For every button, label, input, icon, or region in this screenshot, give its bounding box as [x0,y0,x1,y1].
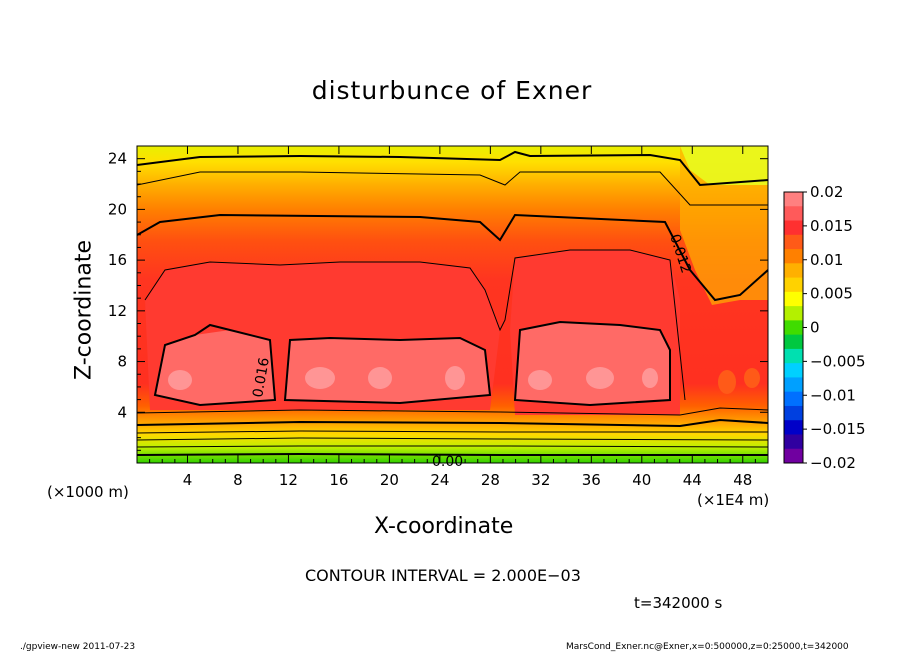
field-core-3 [515,322,670,405]
colorbar-tick-label: −0.01 [810,386,856,404]
colorbar-swatch [784,320,803,336]
colorbar-swatch [784,234,803,250]
colorbar-tick-label: 0 [810,319,820,337]
colorbar-swatch [784,263,803,279]
time-label: t=342000 s [634,594,723,612]
x-tick-label: 20 [380,471,399,489]
colorbar-tick-label: −0.005 [810,352,866,370]
x-unit-right: (×1E4 m) [697,491,770,509]
colorbar: 0.02 0.015 0.01 0.005 0 −0.005 −0.01 −0.015 −0.0… [783,183,866,472]
y-axis-label: Z-coordinate [71,240,97,380]
field-right-top [680,146,768,185]
x-tick-label: 24 [430,471,449,489]
y-tick-label: 12 [108,302,127,320]
colorbar-swatch [784,420,803,435]
colorbar-swatch [784,220,803,236]
x-tick-label: 16 [329,471,348,489]
y-tick-label: 4 [117,403,127,421]
x-tick-label: 48 [733,471,752,489]
colorbar-swatch [784,306,803,321]
colorbar-swatch [784,192,803,207]
x-tick-label: 40 [632,471,651,489]
y-tick-label: 16 [108,251,127,269]
colorbar-tick-label: −0.02 [810,454,856,472]
x-tick-label: 44 [683,471,702,489]
colorbar-tick-label: 0.02 [810,183,843,201]
colorbar-swatch [784,291,803,307]
colorbar-swatch [784,334,803,350]
colorbar-swatch [784,249,803,264]
colorbar-tick-label: 0.015 [810,217,853,235]
x-tick-label: 8 [233,471,243,489]
colorbar-swatch [784,206,803,222]
contour-label-000: 0.00 [432,454,463,470]
colorbar-swatch [784,391,803,407]
colorbar-tick-label: 0.005 [810,285,853,303]
colorbar-swatch [784,277,803,293]
colorbar-swatch [784,377,803,393]
colorbar-tick-label: 0.01 [810,251,843,269]
colorbar-swatch [784,363,803,378]
colorbar-swatch [784,434,803,450]
y-axis: 4 8 12 16 20 24 [108,150,768,451]
x-tick-label: 4 [183,471,193,489]
colorbar-swatch [784,448,803,464]
footer-left: ./gpview-new 2011-07-23 [20,642,136,652]
contour-label-0016: 0.016 [250,356,273,398]
colorbar-swatch [784,405,803,421]
colorbar-swatch [784,348,803,364]
x-unit-left: (×1000 m) [47,483,129,501]
y-tick-label: 24 [108,150,127,168]
y-tick-label: 20 [108,200,127,218]
x-tick-label: 36 [582,471,601,489]
x-axis-label: X-coordinate [374,514,514,539]
x-tick-label: 28 [481,471,500,489]
x-tick-label: 12 [279,471,298,489]
colorbar-tick-label: −0.015 [810,420,866,438]
chart-title: disturbunce of Exner [311,76,593,105]
x-axis: 4 8 12 16 20 24 28 32 36 40 44 48 [149,146,756,489]
contour-interval-note: CONTOUR INTERVAL = 2.000E−03 [305,566,581,585]
x-tick-label: 32 [531,471,550,489]
y-tick-label: 8 [117,353,127,371]
footer-right: MarsCond_Exner.nc@Exner,x=0:500000,z=0:2… [566,642,849,652]
